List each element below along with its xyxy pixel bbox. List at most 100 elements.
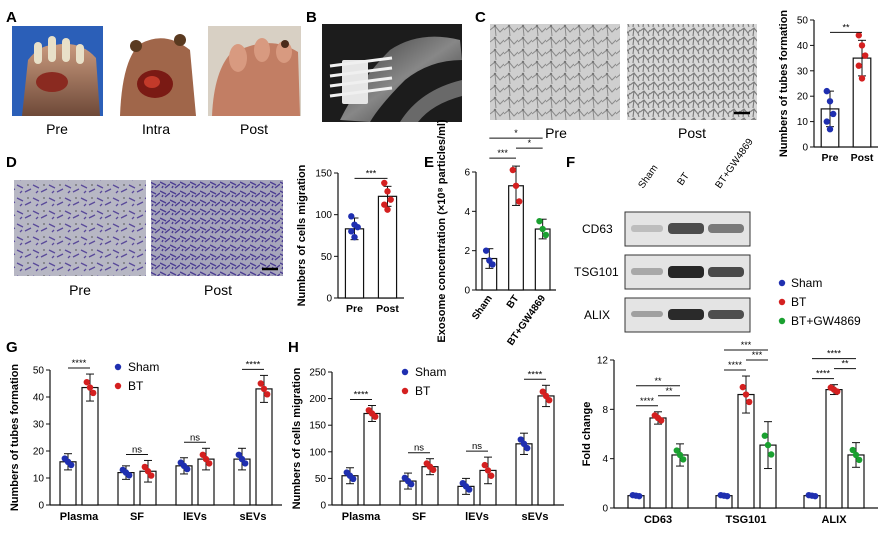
chart-c: 0 10 20 30 40 50 Numbers of tubes formation Pre… [778,10,878,164]
chart-d: 0 50 100 150 Numbers of cells migration Pre Po… [296,164,404,315]
x-tick-label: Post [851,152,874,164]
micrograph-d-post [151,180,283,276]
y-axis-title: Fold change [581,402,593,467]
y-tick-label: 12 [597,356,609,367]
legend-h: Sham BT [401,365,446,398]
legend-label-sham: Sham [128,360,159,374]
data-point [90,389,97,397]
data-point [739,383,746,391]
data-point [86,384,94,391]
y-axis-title: Exosome concentration (×10⁸ particles/ml… [436,119,448,342]
data-point [858,42,866,49]
x-tick-label: BT [505,293,522,310]
chart-h: 0 50 100 150 200 250 Numbers of cells migratio… [291,367,564,523]
micrograph-c-post [627,24,757,120]
label-c-post: Post [678,125,706,141]
data-point [484,467,492,474]
xray-image [322,24,462,122]
data-point [855,32,862,39]
sig-label: ** [842,22,850,32]
data-point [264,391,271,398]
y-tick-label: 2 [464,246,470,257]
y-tick-label: 150 [309,421,326,432]
x-tick-label: SF [412,511,426,523]
data-point [430,466,437,474]
blot-lane-gw: BT+GW4869 [713,136,756,190]
x-tick-label: sEVs [522,511,549,523]
y-tick-label: 200 [309,394,326,405]
legend-dot-bt [778,298,786,306]
sig-label: **** [728,360,743,370]
data-point [242,460,249,467]
foot-photo-intra [110,26,203,117]
micrograph-d-pre [14,180,146,276]
panel-letter-h: H [288,339,299,356]
data-point [381,179,388,187]
data-point [856,456,863,464]
data-point [858,75,866,82]
bar-bt [363,412,381,506]
blot-label-tsg101: TSG101 [574,265,619,279]
data-point [184,465,191,473]
y-tick-label: 10 [797,117,809,128]
y-tick-label: 4 [602,454,608,465]
y-tick-label: 30 [33,420,45,431]
data-point [826,126,834,133]
y-tick-label: 0 [320,501,326,512]
data-point [384,188,391,195]
label-c-pre: Pre [545,125,567,141]
data-point [680,456,687,463]
y-tick-label: 0 [38,501,44,512]
y-tick-label: 0 [602,504,608,515]
y-tick-label: 0 [464,286,470,297]
data-point [348,213,355,220]
y-tick-label: 10 [33,474,45,485]
y-tick-label: 8 [602,405,608,416]
y-tick-label: 150 [315,169,332,180]
legend-label-sham: Sham [415,365,446,379]
legend-g: Sham BT [114,360,159,393]
data-point [823,87,830,95]
legend-label-sham: Sham [791,276,822,290]
y-axis-title: Numbers of tubes formation [778,10,790,158]
data-point [260,385,268,393]
y-tick-label: 30 [797,66,809,77]
data-point [539,225,546,233]
data-point [509,166,516,174]
blot-lane-bt: BT [675,171,691,188]
sig-label: * [514,128,518,138]
data-point [408,481,415,488]
data-point [768,451,775,458]
y-tick-label: 20 [797,92,809,103]
data-point [658,417,665,424]
data-point [524,444,531,452]
panel-letter-f: F [566,154,575,171]
sig-label: **** [72,358,87,369]
label-a-pre: Pre [46,121,68,137]
legend-f: Sham BT BT+GW4869 [778,276,861,328]
data-point [148,472,155,479]
bar-bt [825,389,843,509]
y-tick-label: 50 [315,474,327,485]
sig-label: ** [654,376,662,386]
data-point [206,460,213,467]
data-point [852,451,860,459]
sig-label: **** [640,396,655,406]
y-tick-label: 100 [315,210,332,221]
y-tick-label: 50 [321,252,333,263]
data-point [489,261,496,268]
sig-label: *** [366,168,377,178]
data-point [764,441,772,449]
y-tick-label: 0 [326,294,332,305]
blot-tsg101 [624,254,751,290]
data-point [466,486,473,493]
x-tick-label: Plasma [342,511,381,523]
x-tick-label: lEVs [465,511,489,523]
bar-bt [537,395,555,506]
data-point [849,446,856,454]
x-tick-label: CD63 [644,514,672,526]
data-point [676,451,684,459]
panel-letter-d: D [6,154,17,171]
